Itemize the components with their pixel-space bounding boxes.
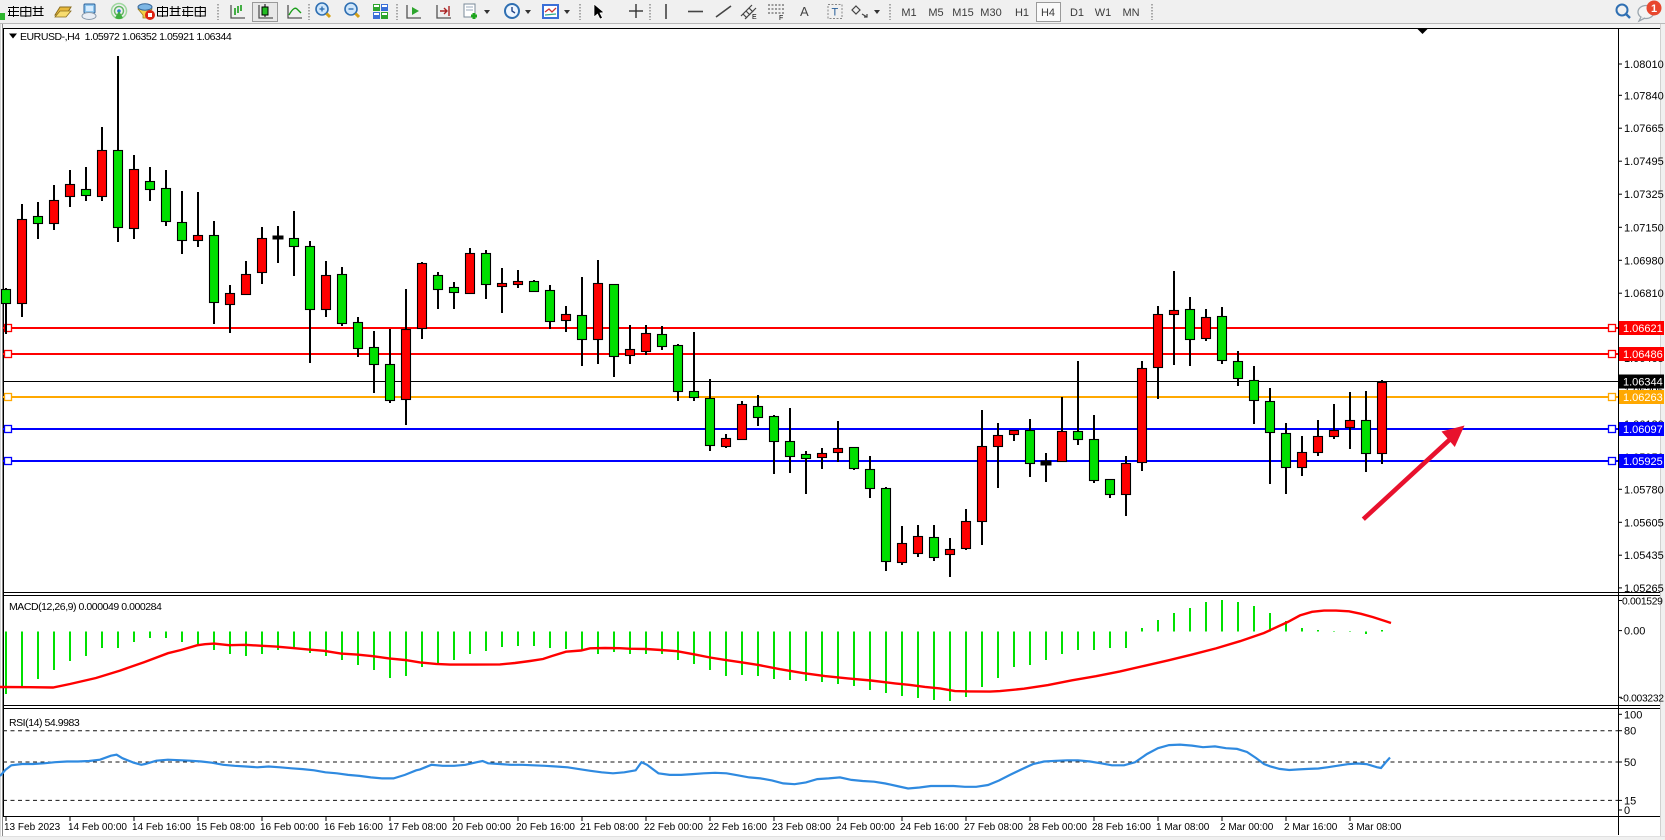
svg-text:1.07840: 1.07840 bbox=[1624, 90, 1664, 102]
svg-text:23 Feb 08:00: 23 Feb 08:00 bbox=[772, 822, 831, 833]
svg-text:16 Feb 16:00: 16 Feb 16:00 bbox=[324, 822, 383, 833]
svg-text:M30: M30 bbox=[980, 7, 1001, 19]
svg-text:1: 1 bbox=[1651, 3, 1657, 15]
svg-text:2 Mar 00:00: 2 Mar 00:00 bbox=[1220, 822, 1274, 833]
svg-text:1.05925: 1.05925 bbox=[1623, 456, 1663, 468]
svg-text:15: 15 bbox=[1624, 795, 1636, 807]
svg-text:24 Feb 16:00: 24 Feb 16:00 bbox=[900, 822, 959, 833]
svg-text:H1: H1 bbox=[1015, 7, 1029, 19]
svg-text:1.05265: 1.05265 bbox=[1624, 583, 1664, 595]
svg-text:0: 0 bbox=[1624, 805, 1630, 817]
svg-text:1.06486: 1.06486 bbox=[1623, 349, 1663, 361]
svg-text:1.06097: 1.06097 bbox=[1623, 424, 1663, 436]
svg-text:14 Feb 16:00: 14 Feb 16:00 bbox=[132, 822, 191, 833]
svg-text:0.001529: 0.001529 bbox=[1622, 597, 1663, 608]
svg-text:1.07665: 1.07665 bbox=[1624, 123, 1664, 135]
svg-text:22 Feb 00:00: 22 Feb 00:00 bbox=[644, 822, 703, 833]
svg-text:MN: MN bbox=[1122, 7, 1139, 19]
svg-text:M15: M15 bbox=[952, 7, 973, 19]
svg-text:28 Feb 16:00: 28 Feb 16:00 bbox=[1092, 822, 1151, 833]
svg-text:1.06621: 1.06621 bbox=[1623, 323, 1663, 335]
svg-text:-0.003232: -0.003232 bbox=[1620, 693, 1664, 704]
svg-text:28 Feb 00:00: 28 Feb 00:00 bbox=[1028, 822, 1087, 833]
svg-text:1.05435: 1.05435 bbox=[1624, 550, 1664, 562]
svg-text:1.05605: 1.05605 bbox=[1624, 517, 1664, 529]
svg-text:14 Feb 00:00: 14 Feb 00:00 bbox=[68, 822, 127, 833]
svg-text:H4: H4 bbox=[1041, 7, 1055, 19]
svg-text:1.06344: 1.06344 bbox=[1623, 377, 1663, 389]
svg-text:3 Mar 08:00: 3 Mar 08:00 bbox=[1348, 822, 1402, 833]
svg-text:1.07495: 1.07495 bbox=[1624, 156, 1664, 168]
svg-text:W1: W1 bbox=[1095, 7, 1112, 19]
svg-text:A: A bbox=[800, 4, 809, 19]
svg-text:RSI(14) 54.9983: RSI(14) 54.9983 bbox=[9, 717, 80, 729]
svg-text:1.07150: 1.07150 bbox=[1624, 222, 1664, 234]
svg-text:M5: M5 bbox=[928, 7, 943, 19]
svg-text:24 Feb 00:00: 24 Feb 00:00 bbox=[836, 822, 895, 833]
svg-text:100: 100 bbox=[1624, 709, 1642, 721]
svg-text:2 Mar 16:00: 2 Mar 16:00 bbox=[1284, 822, 1338, 833]
svg-text:EURUSD-,H4 1.05972 1.06352 1.: EURUSD-,H4 1.05972 1.06352 1.05921 1.063… bbox=[20, 31, 232, 43]
svg-text:1 Mar 08:00: 1 Mar 08:00 bbox=[1156, 822, 1210, 833]
svg-text:16 Feb 00:00: 16 Feb 00:00 bbox=[260, 822, 319, 833]
svg-text:0.00: 0.00 bbox=[1624, 626, 1645, 638]
svg-text:50: 50 bbox=[1624, 757, 1636, 769]
svg-text:F: F bbox=[779, 15, 783, 22]
svg-text:17 Feb 08:00: 17 Feb 08:00 bbox=[388, 822, 447, 833]
svg-text:1.05780: 1.05780 bbox=[1624, 484, 1664, 496]
svg-text:13 Feb 2023: 13 Feb 2023 bbox=[4, 822, 61, 833]
svg-text:80: 80 bbox=[1624, 726, 1636, 738]
svg-text:T: T bbox=[832, 7, 839, 19]
svg-text:1.06980: 1.06980 bbox=[1624, 255, 1664, 267]
svg-text:22 Feb 16:00: 22 Feb 16:00 bbox=[708, 822, 767, 833]
svg-text:MACD(12,26,9) 0.000049 0.00028: MACD(12,26,9) 0.000049 0.000284 bbox=[9, 601, 162, 613]
svg-text:20 Feb 16:00: 20 Feb 16:00 bbox=[516, 822, 575, 833]
svg-text:1.06810: 1.06810 bbox=[1624, 288, 1664, 300]
svg-text:1.06263: 1.06263 bbox=[1623, 392, 1663, 404]
svg-text:1.07325: 1.07325 bbox=[1624, 189, 1664, 201]
svg-text:1.08010: 1.08010 bbox=[1624, 59, 1664, 71]
svg-text:M1: M1 bbox=[901, 7, 916, 19]
svg-text:21 Feb 08:00: 21 Feb 08:00 bbox=[580, 822, 639, 833]
svg-text:E: E bbox=[752, 14, 757, 21]
svg-text:20 Feb 00:00: 20 Feb 00:00 bbox=[452, 822, 511, 833]
svg-text:D1: D1 bbox=[1070, 7, 1084, 19]
svg-text:15 Feb 08:00: 15 Feb 08:00 bbox=[196, 822, 255, 833]
svg-text:27 Feb 08:00: 27 Feb 08:00 bbox=[964, 822, 1023, 833]
